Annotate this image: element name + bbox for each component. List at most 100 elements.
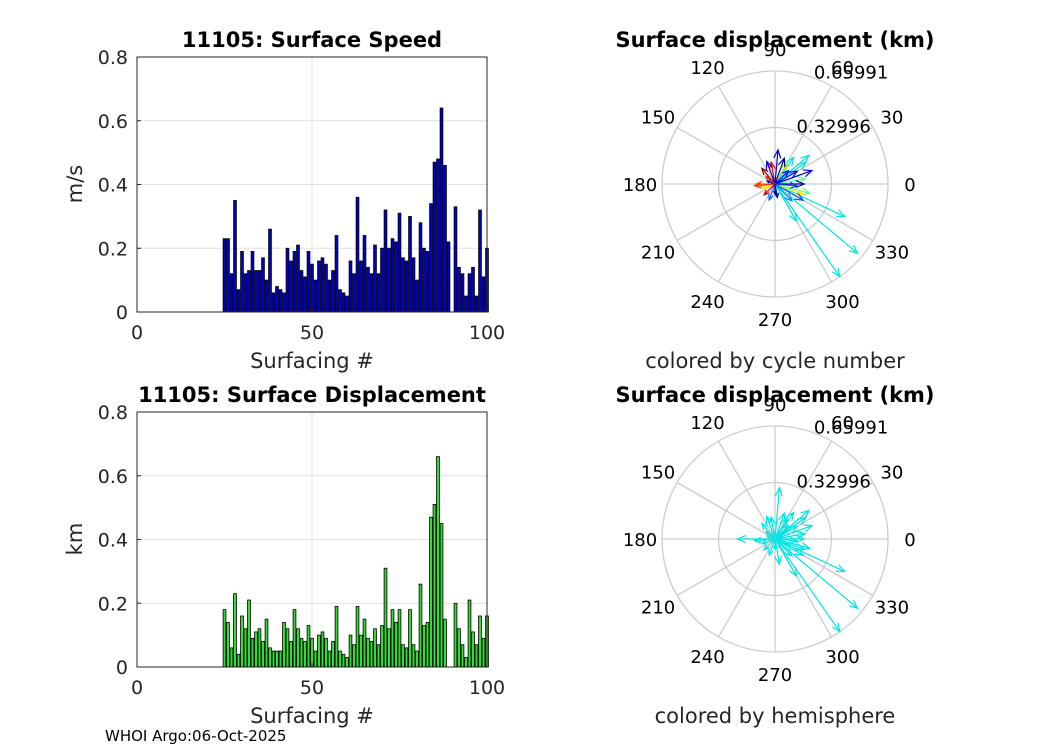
disp-bar [296,628,300,668]
disp-bar [250,637,255,668]
speed-bar [348,260,353,313]
disp-bar [471,631,475,668]
speed-bar [250,251,255,313]
polar1-vector-head [773,190,777,196]
polar1-vector-head [788,170,799,179]
disp-bar [334,606,339,668]
polar1-vector-head [794,192,805,202]
polar1-vector [774,154,810,185]
speed-bar [264,279,269,313]
polar1-vector-head [760,184,767,190]
displacement-x-ticks: 0 50 100 [131,663,505,699]
polar2-vector [774,525,798,540]
speed-bar [306,251,311,313]
speed-bar [292,251,297,313]
disp-bar [233,593,237,668]
disp-bar [292,609,297,668]
polar2-vector [766,516,776,540]
polar2-vector-head [848,600,859,610]
speed-bar [320,257,325,313]
polar2-angle-label: 330 [875,598,909,619]
polar1-vector [774,183,793,202]
speed-bar [327,279,332,313]
polar-hemisphere-vectors [735,486,859,633]
polar2-vector-head [783,547,794,558]
polar2-vector-head [765,515,773,525]
speed-bar [229,273,234,313]
disp-y-tick-label: 0.6 [98,466,128,488]
disp-bar [457,628,461,668]
polar2-angle-label: 180 [623,530,657,551]
speed-bar [226,238,230,313]
polar2-vector [774,538,781,565]
disp-bar [464,657,468,668]
disp-bar [327,650,332,668]
polar1-vector [770,161,776,185]
polar2-vector-head [765,535,770,539]
disp-bar [310,637,314,668]
speed-bar [254,270,258,313]
disp-bar [418,583,423,668]
polar1-radius-label: 0.65991 [814,63,888,84]
footer-credit: WHOI Argo:06-Oct-2025 [105,727,286,745]
polar1-angle-label: 120 [690,58,724,79]
disp-bar [425,621,430,668]
speed-bar [481,276,486,313]
disp-bar [317,634,321,668]
polar1-vector [774,183,798,187]
disp-bar [411,644,416,668]
speed-bar [390,238,395,313]
speed-bar [257,270,262,313]
polar2-spoke [717,440,776,540]
speed-bar [296,244,300,313]
speed-y-tick-label: 0.4 [98,175,128,197]
disp-bar [236,653,241,668]
disp-bar [404,647,409,668]
speed-y-ticks: 0 0.2 0.4 0.6 0.8 [98,47,141,324]
disp-bar [247,599,251,668]
polar2-vector-head [835,564,847,573]
polar2-vector-head [794,542,806,551]
polar2-vector-head [760,539,767,545]
speed-bar [478,209,482,313]
polar2-angle-label: 300 [825,647,859,668]
polar2-vector [774,538,798,542]
speed-bar [233,200,237,313]
disp-bar [243,628,248,668]
speed-chart-title: 11105: Surface Speed [182,28,442,52]
polar1-angle-label: 150 [641,108,675,129]
speed-bar [271,292,276,313]
polar1-vector-head [773,148,782,159]
polar1-vector [774,178,806,185]
speed-y-tick-label: 0 [116,302,128,324]
speed-bar [429,203,433,313]
disp-bar [303,641,307,668]
speed-bar [366,266,370,313]
disp-bar [422,625,426,668]
disp-bar [331,641,335,668]
speed-bar [376,273,381,313]
polar1-vector-head [781,169,790,178]
disp-bar [443,618,447,668]
polar1-vector [774,183,846,218]
speed-bar [418,222,423,313]
polar1-spoke [676,126,776,185]
polar2-vector [774,533,806,540]
speed-bar [408,215,412,313]
polar-cycle-labels: 0 30 60 90 120 150 180 210 240 270 300 330 0.32996 0.… [623,40,916,331]
polar1-vector [768,183,776,201]
polar1-vector-head [765,180,770,184]
polar2-vector [774,509,810,540]
polar1-vector [774,170,798,185]
speed-bar [345,295,349,313]
speed-bar [352,273,356,313]
polar1-vector-head [760,167,769,176]
speed-bar [341,292,346,313]
polar2-angle-label: 120 [690,413,724,434]
speed-x-tick-label: 100 [469,322,505,344]
disp-y-tick-label: 0.8 [98,402,128,424]
speed-bar [222,238,227,313]
polar1-vector [763,183,776,196]
speed-bar [275,286,279,313]
speed-bar [317,260,321,313]
